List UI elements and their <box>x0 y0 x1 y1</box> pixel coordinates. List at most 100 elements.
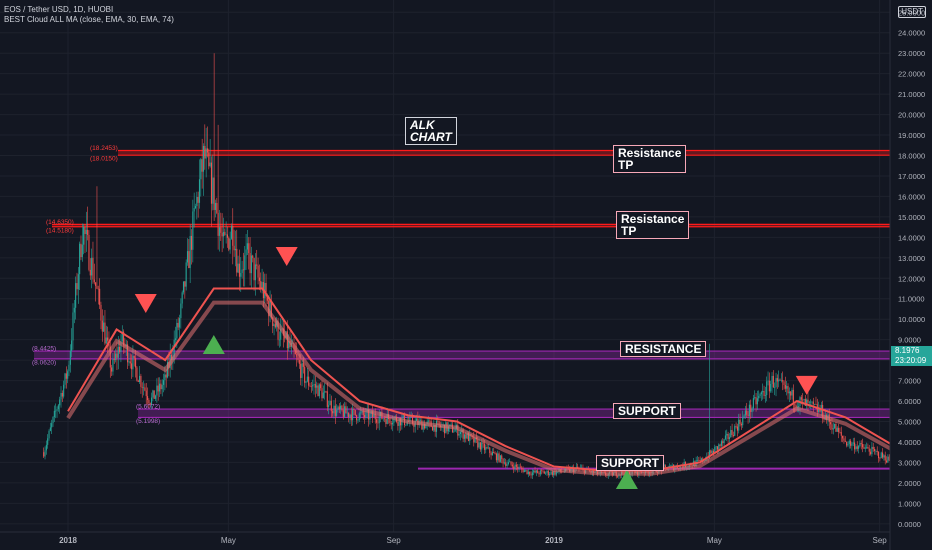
price-candle <box>764 395 766 396</box>
price-candle <box>883 455 885 458</box>
price-candle <box>534 470 536 473</box>
price-candle <box>413 423 415 427</box>
price-candle <box>354 409 356 416</box>
price-candle <box>759 394 761 396</box>
price-candle <box>202 145 205 172</box>
price-candle <box>189 235 191 268</box>
price-candle <box>143 387 145 389</box>
price-candle <box>64 373 66 385</box>
price-candle <box>734 426 736 436</box>
resistance-tp-note-upper[interactable]: Resistance TP <box>613 145 687 173</box>
price-candle <box>495 453 497 461</box>
price-candle <box>135 357 137 368</box>
price-candle <box>177 322 179 328</box>
price-candle <box>875 450 877 452</box>
price-candle <box>252 255 254 259</box>
price-candle <box>152 390 154 398</box>
price-candle <box>835 424 837 432</box>
price-candle <box>711 450 713 454</box>
price-candle <box>45 444 47 451</box>
price-candle <box>530 474 532 476</box>
price-candle <box>392 422 394 425</box>
y-tick-label: 3.0000 <box>898 458 921 467</box>
bar-countdown: 23:20:09 <box>891 356 932 366</box>
price-candle <box>55 410 57 412</box>
price-candle <box>356 415 358 421</box>
price-candle <box>758 395 760 399</box>
price-candle <box>860 443 862 445</box>
price-candle <box>555 471 557 475</box>
last-price-label: 8.1976 <box>891 346 932 356</box>
price-candle <box>819 408 821 412</box>
price-candle <box>71 340 73 352</box>
price-candle <box>505 462 507 466</box>
price-candle <box>156 385 158 396</box>
price-candle <box>878 452 880 459</box>
price-candle <box>419 420 422 421</box>
currency-label[interactable]: USDT <box>898 6 926 18</box>
price-candle <box>148 399 150 404</box>
price-candle <box>515 464 517 467</box>
price-candle <box>328 405 330 407</box>
price-candle <box>145 390 147 397</box>
resistance-tp-note-lower[interactable]: Resistance TP <box>616 211 690 239</box>
price-candle <box>739 419 741 424</box>
price-candle <box>872 446 874 450</box>
y-tick-label: 22.0000 <box>898 70 925 79</box>
support-note-upper[interactable]: SUPPORT <box>613 403 682 419</box>
price-candle <box>99 288 101 305</box>
price-candle <box>803 398 805 400</box>
price-candle <box>119 346 121 352</box>
level-label: (18.2453) <box>90 145 118 152</box>
y-tick-label: 0.0000 <box>898 520 921 529</box>
price-candle <box>206 148 209 153</box>
y-tick-label: 15.0000 <box>898 213 925 222</box>
price-candle <box>288 341 290 349</box>
price-candle <box>494 453 496 454</box>
y-tick-label: 14.0000 <box>898 233 925 242</box>
price-candle <box>818 408 820 412</box>
price-candle <box>372 411 374 418</box>
price-candle <box>509 461 511 463</box>
support-note-lower[interactable]: SUPPORT <box>596 455 665 471</box>
price-candle <box>49 427 51 431</box>
y-tick-label: 12.0000 <box>898 274 925 283</box>
price-candle <box>489 447 491 453</box>
price-candle <box>856 446 858 449</box>
price-candle <box>848 440 850 445</box>
price-candle <box>720 441 722 446</box>
price-candle <box>521 467 523 470</box>
price-candle <box>518 466 520 469</box>
resistance-note[interactable]: RESISTANCE <box>620 341 707 357</box>
price-candle <box>724 435 726 440</box>
price-candle <box>728 437 730 439</box>
price-candle <box>348 412 350 418</box>
price-candle <box>297 356 299 361</box>
price-candle <box>535 470 537 473</box>
resistance-zone-purple <box>34 351 890 359</box>
price-candle <box>346 412 348 414</box>
price-candle <box>100 304 102 321</box>
price-candle <box>483 443 485 450</box>
price-candle <box>73 307 75 313</box>
price-candle <box>144 387 146 391</box>
price-candle <box>527 471 529 475</box>
price-candle <box>783 381 785 385</box>
price-candle <box>294 350 296 355</box>
price-candle <box>318 384 320 397</box>
price-candle <box>246 243 248 250</box>
price-candle <box>477 439 479 448</box>
price-candle <box>269 300 271 317</box>
price-candle <box>120 341 122 352</box>
price-candle <box>225 234 227 236</box>
alk-chart-note[interactable]: ALK CHART <box>405 117 457 145</box>
price-candle <box>61 393 63 397</box>
price-candle <box>147 396 149 400</box>
price-candle <box>368 409 370 420</box>
price-candle <box>746 410 748 415</box>
price-candle <box>732 434 734 436</box>
price-candle <box>525 469 527 471</box>
price-candle <box>200 159 202 180</box>
price-candle <box>65 373 67 379</box>
